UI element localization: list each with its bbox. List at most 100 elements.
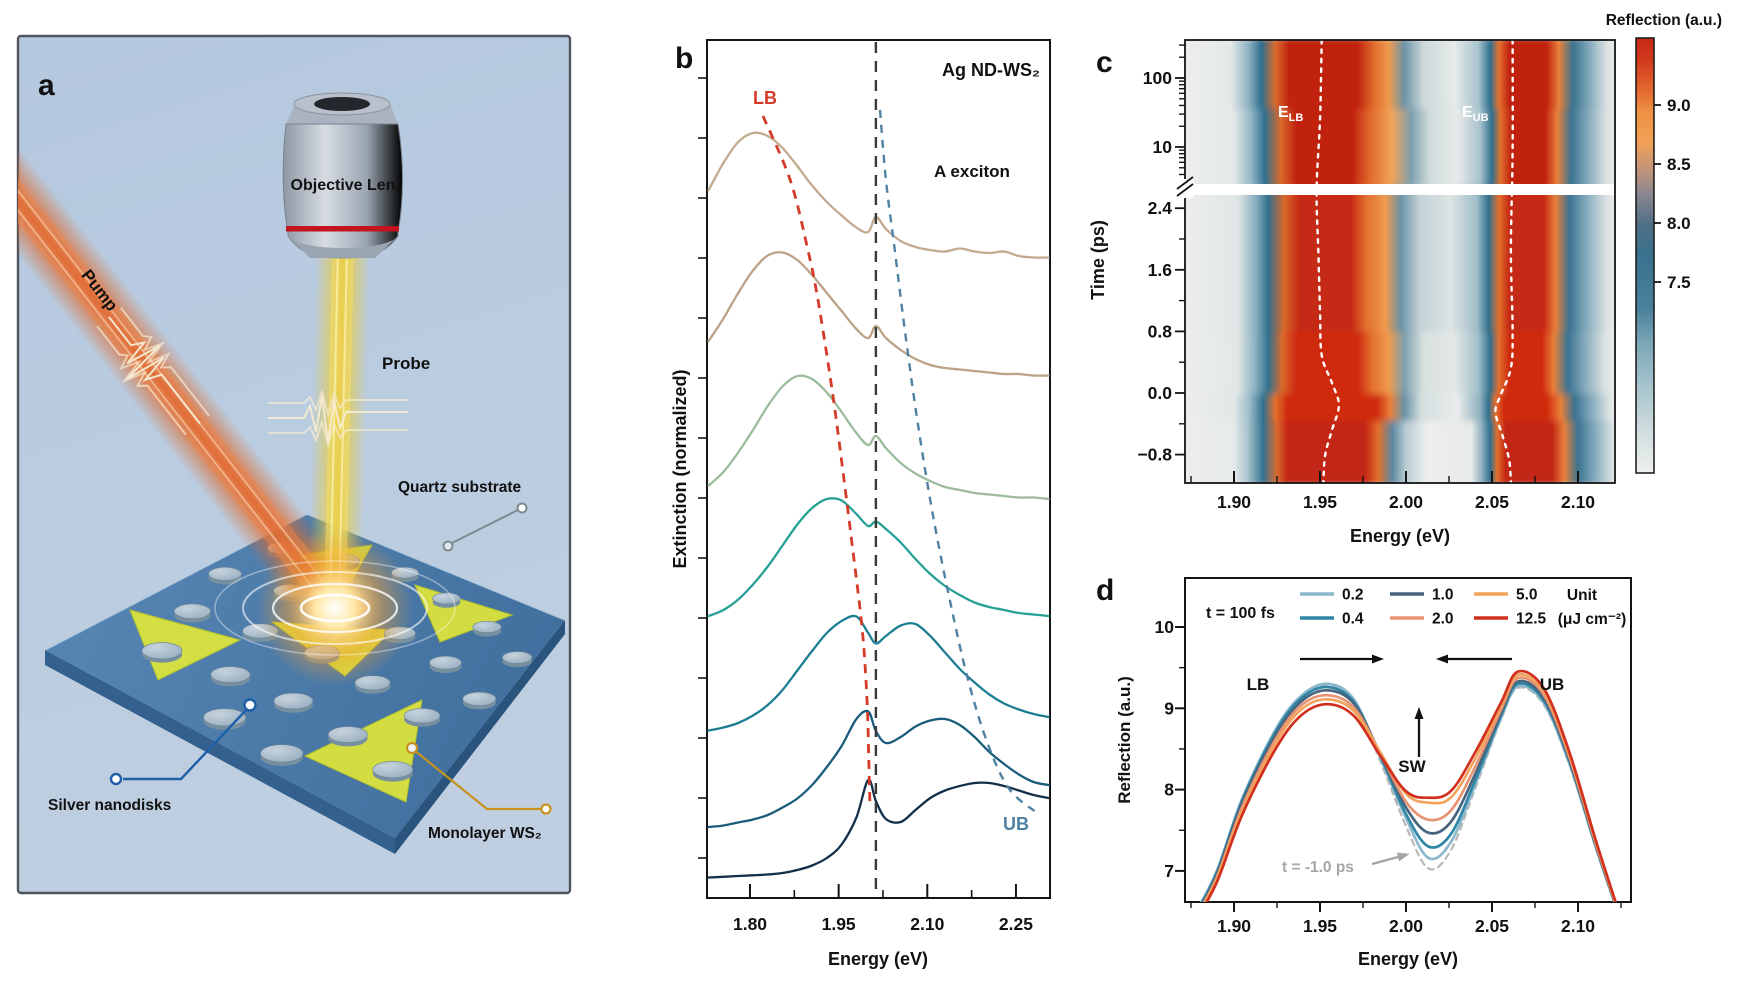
panel-c-label: c <box>1096 46 1113 79</box>
c-x-tick-label: 1.95 <box>1303 492 1337 512</box>
callout-quartz <box>442 502 528 552</box>
d-x-tick-label: 2.00 <box>1389 916 1423 936</box>
nanodisk-top <box>462 691 497 706</box>
colorbar-tick-label: 8.5 <box>1667 155 1691 174</box>
lb-annotation: LB <box>753 88 777 108</box>
colorbar-tick-label: 7.5 <box>1667 273 1691 292</box>
d-x-tick-label: 1.90 <box>1217 916 1251 936</box>
eub-sub: UB <box>1473 112 1489 124</box>
monolayer-ws2-label: Monolayer WS₂ <box>428 825 542 842</box>
c-time-tick-label: −0.8 <box>1137 445 1172 465</box>
nanodisk-top <box>173 603 211 620</box>
probe-pulse-icon <box>268 388 408 449</box>
axis-break-stripe <box>1186 184 1614 195</box>
heatmap-strip <box>1185 186 1615 338</box>
nanodisk-top <box>502 651 533 664</box>
eub-track <box>1494 40 1514 483</box>
panel-c-ylabel: Time (ps) <box>1088 220 1108 300</box>
lb-guide-line <box>761 115 872 807</box>
nanodisk-top <box>327 726 368 743</box>
annotation-arrowhead <box>1436 654 1448 664</box>
sw-label: SW <box>1398 757 1426 776</box>
b-x-tick-label: 2.10 <box>910 914 944 934</box>
colorbar-tick-label: 8.0 <box>1667 214 1691 233</box>
heatmap-strip <box>1185 421 1615 483</box>
b-spectrum-7 <box>707 778 1050 879</box>
c-x-tick-label: 1.90 <box>1217 492 1251 512</box>
b-spectrum-3 <box>707 374 1050 501</box>
lb-peak-label: LB <box>1247 675 1270 694</box>
panel-c-chart: −0.8 0.0 0.8 1.6 2.4 10 100 1.90 1.95 2.00 2.05 2.1… <box>1088 12 1722 546</box>
colorbar-title: Reflection (a.u.) <box>1606 12 1722 29</box>
legend-label-1.0: 1.0 <box>1432 587 1454 604</box>
b-spectrum-5 <box>707 614 1050 732</box>
legend-label-12.5: 12.5 <box>1516 611 1547 628</box>
c-heatmap-strips <box>1185 40 1615 483</box>
nanodisk-top <box>273 692 314 710</box>
c-time-tick-label: 100 <box>1143 68 1172 88</box>
panel-a-schematic: a Objective Len Pump Probe Quartz substr… <box>16 34 572 895</box>
nanodisk-top <box>429 655 462 670</box>
d-x-tick-label: 2.05 <box>1475 916 1509 936</box>
eub-main: E <box>1462 104 1473 121</box>
annotation-arrowhead <box>1414 707 1424 719</box>
panel-b-chart: 1.80 1.95 2.10 2.25 b Ag ND-WS₂ Extinction … <box>670 39 1051 969</box>
d-curve-12.5 <box>1205 669 1618 902</box>
probe-label: Probe <box>382 354 430 373</box>
heatmap-strip <box>1185 332 1615 400</box>
annotation-arrow <box>1371 855 1399 866</box>
annotation-arrowhead <box>1396 852 1410 862</box>
d-x-tick-label: 2.10 <box>1561 916 1595 936</box>
c-time-tick-label: 2.4 <box>1148 198 1173 218</box>
colorbar-tick-label: 9.0 <box>1667 96 1691 115</box>
reference-curve-label: t = -1.0 ps <box>1282 859 1354 876</box>
b-plot-area <box>707 42 1050 896</box>
elb-main: E <box>1278 104 1289 121</box>
c-x-tick-label: 2.05 <box>1475 492 1509 512</box>
nanodisk-top <box>210 666 251 683</box>
b-spectrum-4 <box>707 497 1050 618</box>
ripple-rings-icon <box>214 560 456 656</box>
heatmap-strip <box>1185 109 1615 192</box>
panel-a-label: a <box>38 69 55 102</box>
d-y-tick-label: 8 <box>1164 780 1174 800</box>
silver-nanodisks-label: Silver nanodisks <box>48 797 171 814</box>
c-x-tick-label: 2.10 <box>1561 492 1595 512</box>
d-curve-5.0 <box>1203 673 1617 902</box>
panel-b-label: b <box>675 42 693 75</box>
nanodisk-top <box>432 592 461 605</box>
objective-lens-illustration <box>282 92 403 259</box>
d-plot-area <box>1199 669 1618 902</box>
elb-overlay-label: ELB <box>1278 104 1303 124</box>
legend-label-2.0: 2.0 <box>1432 611 1454 628</box>
ub-annotation: UB <box>1003 814 1029 834</box>
pump-beam <box>18 129 376 645</box>
nanodisk-top <box>260 744 304 763</box>
legend-unit-value: (μJ cm⁻²) <box>1558 611 1626 628</box>
panel-b-title: Ag ND-WS₂ <box>942 60 1040 80</box>
heatmap-strip <box>1185 40 1615 115</box>
panel-b-axes-frame <box>706 39 1051 899</box>
ub-guide-line <box>878 109 1041 816</box>
panel-d-axes-frame <box>1184 577 1632 903</box>
d-x-tick-label: 1.95 <box>1303 916 1337 936</box>
quartz-substrate-label: Quartz substrate <box>398 479 522 496</box>
panel-d-ylabel: Reflection (a.u.) <box>1115 676 1134 804</box>
c-time-tick-label: 10 <box>1153 137 1173 157</box>
elb-track <box>1315 40 1341 483</box>
b-x-tick-label: 1.80 <box>733 914 767 934</box>
eub-overlay-label: EUB <box>1462 104 1489 124</box>
panel-c-xlabel: Energy (eV) <box>1350 526 1450 546</box>
c-heatmap-area <box>1185 40 1615 483</box>
d-y-tick-label: 9 <box>1164 698 1174 718</box>
axis-break-slash <box>1176 183 1194 197</box>
c-time-tick-label: 1.6 <box>1148 260 1173 280</box>
time-delay-label: t = 100 fs <box>1206 605 1275 622</box>
b-x-tick-label: 2.25 <box>999 914 1033 934</box>
d-y-tick-label: 10 <box>1155 617 1175 637</box>
callout-monolayer <box>405 741 552 815</box>
focus-glow <box>257 530 413 686</box>
c-time-tick-label: 0.8 <box>1148 321 1173 341</box>
legend-label-5.0: 5.0 <box>1516 587 1538 604</box>
